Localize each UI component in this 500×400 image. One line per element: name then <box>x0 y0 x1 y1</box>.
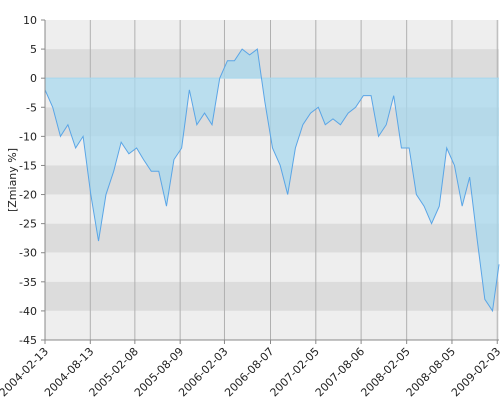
band <box>45 310 499 340</box>
band <box>45 252 499 282</box>
y-tick-label: -40 <box>19 305 37 318</box>
y-tick-label: 5 <box>30 43 37 56</box>
band <box>45 281 499 311</box>
y-axis-label: [Zmiany %] <box>6 148 19 212</box>
band <box>45 20 499 50</box>
y-tick-label: -5 <box>26 101 37 114</box>
area <box>45 49 499 311</box>
y-tick-label: -20 <box>19 189 37 202</box>
y-tick-label: -10 <box>19 130 37 143</box>
y-tick-label: -25 <box>19 218 37 231</box>
y-tick-label: 10 <box>23 14 37 27</box>
y-tick-label: -35 <box>19 276 37 289</box>
line <box>44 48 500 313</box>
y-tick-label: -45 <box>19 334 37 347</box>
band <box>45 49 499 79</box>
y-tick-label: 0 <box>30 72 37 85</box>
y-tick-label: -30 <box>19 247 37 260</box>
y-tick-label: -15 <box>19 159 37 172</box>
band <box>45 223 499 253</box>
